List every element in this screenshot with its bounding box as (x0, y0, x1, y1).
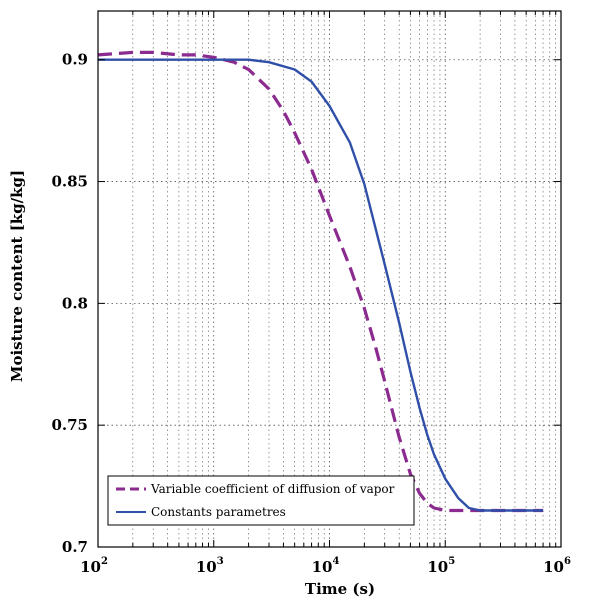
y-tick-label: 0.7 (62, 538, 88, 556)
grid (98, 11, 561, 547)
legend: Variable coefficient of diffusion of vap… (107, 475, 415, 526)
series-group (97, 50, 544, 513)
y-axis-title: Moisture content [kg/kg] (8, 170, 26, 382)
x-tick-label: 102 (80, 556, 108, 576)
x-axis-title: Time (s) (305, 580, 375, 598)
y-tick-label: 0.75 (51, 416, 88, 434)
legend-label-variable: Variable coefficient of diffusion of vap… (150, 482, 395, 496)
legend-box (107, 475, 415, 526)
x-tick-labels: 102 103 104 105 106 (80, 556, 571, 576)
y-tick-label: 0.85 (51, 173, 88, 191)
tick-marks (98, 11, 561, 548)
y-tick-label: 0.8 (62, 294, 88, 312)
x-tick-label: 104 (312, 556, 340, 576)
x-tick-label: 105 (427, 556, 455, 576)
series-line-constant (98, 58, 544, 512)
x-tick-label: 103 (196, 556, 224, 576)
y-tick-label: 0.9 (62, 51, 88, 69)
x-tick-label: 106 (543, 556, 571, 576)
y-tick-labels: 0.7 0.75 0.8 0.85 0.9 (51, 51, 88, 556)
series-line-variable (97, 50, 544, 513)
legend-label-constant: Constants parametres (151, 505, 286, 519)
